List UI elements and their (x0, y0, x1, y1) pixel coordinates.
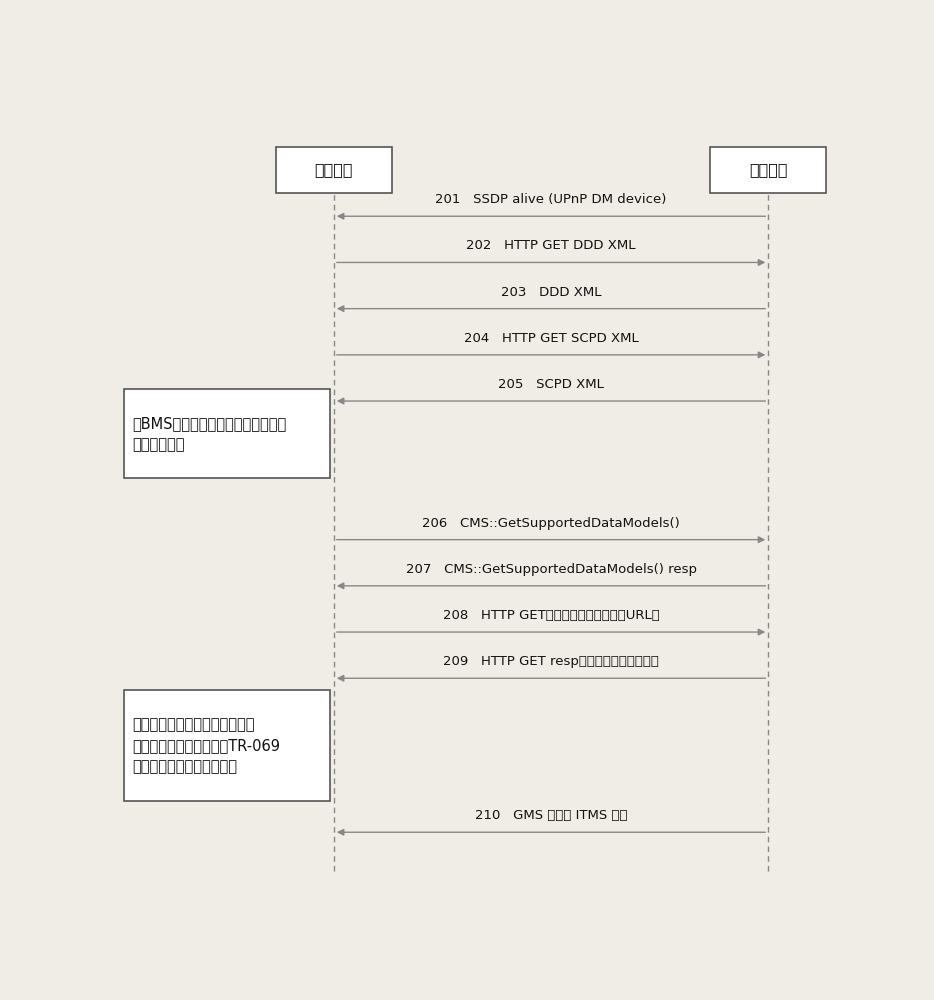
Text: 家庭网关: 家庭网关 (315, 163, 353, 178)
Text: 应用终端: 应用终端 (749, 163, 787, 178)
Bar (124, 690, 331, 801)
Text: 210   GMS 上报给 ITMS 系统: 210 GMS 上报给 ITMS 系统 (474, 809, 628, 822)
Text: 201   SSDP alive (UPnP DM device): 201 SSDP alive (UPnP DM device) (435, 193, 667, 206)
Bar (124, 389, 331, 478)
Text: 208   HTTP GET（数据模型描述文件的URL）: 208 HTTP GET（数据模型描述文件的URL） (443, 609, 659, 622)
Text: 204   HTTP GET SCPD XML: 204 HTTP GET SCPD XML (463, 332, 639, 345)
Text: 209   HTTP GET resp（数据模型描述文件）: 209 HTTP GET resp（数据模型描述文件） (443, 655, 659, 668)
Bar (711, 147, 827, 193)
Text: 207   CMS::GetSupportedDataModels() resp: 207 CMS::GetSupportedDataModels() resp (405, 563, 697, 576)
Text: 解析数据模型描述文件并在家庭
网关指定节点下建立符合TR-069
要求的应用终端的数据模型: 解析数据模型描述文件并在家庭 网关指定节点下建立符合TR-069 要求的应用终端… (133, 717, 281, 774)
Text: 202   HTTP GET DDD XML: 202 HTTP GET DDD XML (466, 239, 636, 252)
Text: 将BMS的命令映射到家庭网关数据模
型指定节点下: 将BMS的命令映射到家庭网关数据模 型指定节点下 (133, 416, 287, 452)
Text: 203   DDD XML: 203 DDD XML (501, 286, 601, 299)
Bar (276, 147, 392, 193)
Text: 206   CMS::GetSupportedDataModels(): 206 CMS::GetSupportedDataModels() (422, 517, 680, 530)
Text: 205   SCPD XML: 205 SCPD XML (498, 378, 604, 391)
